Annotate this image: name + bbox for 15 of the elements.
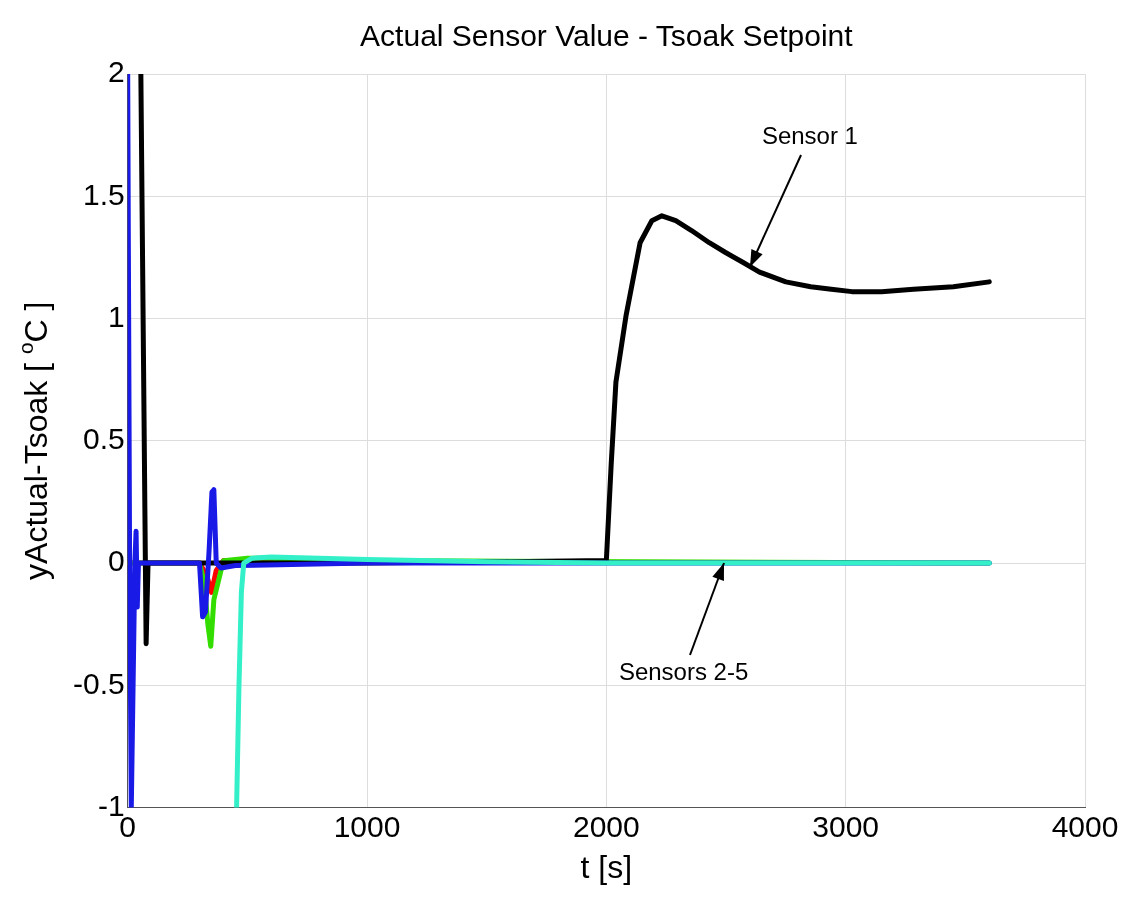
chart-title: Actual Sensor Value - Tsoak Setpoint <box>360 19 854 53</box>
y-tick-label: 2 <box>108 55 125 89</box>
y-tick-label: 0 <box>108 544 125 578</box>
x-axis-title: t [s] <box>580 848 633 885</box>
x-tick-label: 3000 <box>812 809 880 843</box>
annotation: Sensors 2-5 <box>618 657 749 685</box>
x-tick-label: 4000 <box>1051 809 1119 843</box>
y-tick-label: -0.5 <box>72 666 125 700</box>
y-tick-label: 1.5 <box>82 177 125 211</box>
annotation: Sensor 1 <box>761 121 858 149</box>
x-tick-label: 2000 <box>572 809 640 843</box>
y-axis-title: yActual-Tsoak [ oC ] <box>13 301 54 580</box>
y-tick-label: 0.5 <box>82 422 125 456</box>
y-tick-label: 1 <box>108 299 125 333</box>
x-tick-label: 1000 <box>333 809 401 843</box>
